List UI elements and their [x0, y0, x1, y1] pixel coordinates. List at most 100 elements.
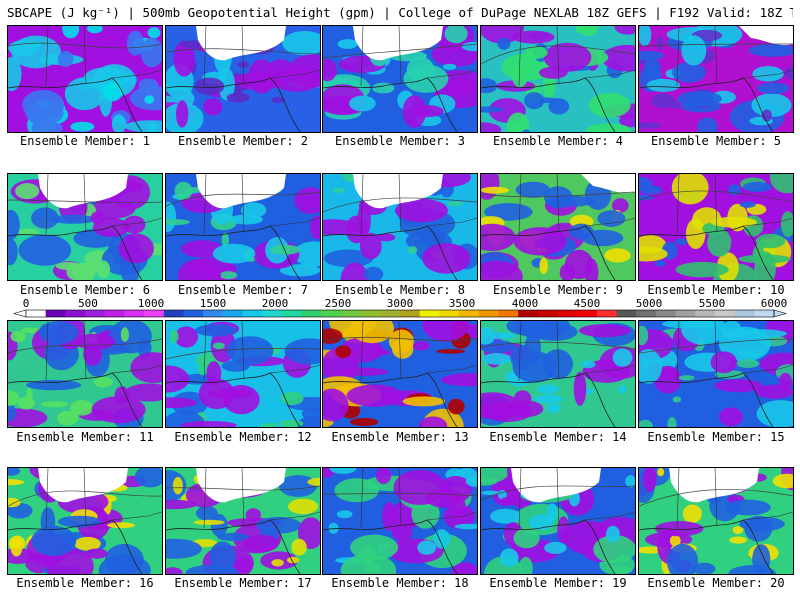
sbcape-map — [7, 467, 163, 575]
colorbar-swatch — [478, 310, 499, 317]
sbcape-map — [322, 467, 478, 575]
colorbar-tick-label: 5000 — [635, 297, 663, 310]
ensemble-panel — [7, 25, 163, 133]
ensemble-panel — [638, 25, 794, 133]
colorbar-swatch — [577, 310, 598, 317]
ensemble-panel — [638, 173, 794, 281]
colorbar-swatch — [380, 310, 401, 317]
ensemble-panel — [480, 320, 636, 428]
ensemble-panel — [322, 173, 478, 281]
ensemble-member-label: Ensemble Member: 2 — [177, 134, 309, 148]
colorbar-tick-label: 3500 — [448, 297, 476, 310]
ensemble-panel — [165, 320, 321, 428]
ensemble-member-label: Ensemble Member: 8 — [334, 283, 466, 297]
sbcape-map — [165, 320, 321, 428]
sbcape-map — [638, 467, 794, 575]
colorbar-swatch — [616, 310, 637, 317]
ensemble-panel — [638, 467, 794, 575]
colorbar-swatch — [518, 310, 539, 317]
colorbar-swatch — [360, 310, 381, 317]
colorbar-swatch — [321, 310, 342, 317]
ensemble-panel — [480, 173, 636, 281]
colorbar-tick-label: 500 — [78, 297, 98, 310]
colorbar-swatch — [557, 310, 578, 317]
ensemble-panel — [7, 467, 163, 575]
ensemble-member-label: Ensemble Member: 10 — [647, 283, 785, 297]
colorbar-swatch — [104, 310, 125, 317]
page-title: SBCAPE (J kg⁻¹) | 500mb Geopotential Hei… — [7, 5, 793, 20]
ensemble-panel — [322, 467, 478, 575]
sbcape-map — [322, 173, 478, 281]
colorbar-swatch — [459, 310, 480, 317]
colorbar-tick-label: 4000 — [511, 297, 539, 310]
sbcape-map — [480, 173, 636, 281]
colorbar-tick-label: 1000 — [137, 297, 165, 310]
colorbar-swatch — [734, 310, 755, 317]
colorbar-swatch — [419, 310, 440, 317]
sbcape-map — [480, 25, 636, 133]
colorbar-tick-label: 4500 — [573, 297, 601, 310]
ensemble-member-label: Ensemble Member: 4 — [492, 134, 624, 148]
ensemble-panel — [7, 320, 163, 428]
ensemble-member-label: Ensemble Member: 17 — [174, 576, 312, 590]
ensemble-member-label: Ensemble Member: 6 — [19, 283, 151, 297]
colorbar-swatch — [242, 310, 263, 317]
sbcape-map — [7, 320, 163, 428]
ensemble-panel — [322, 25, 478, 133]
ensemble-panel — [165, 467, 321, 575]
sbcape-map — [322, 25, 478, 133]
colorbar-swatch — [754, 310, 775, 317]
ensemble-member-label: Ensemble Member: 5 — [650, 134, 782, 148]
ensemble-member-label: Ensemble Member: 1 — [19, 134, 151, 148]
ensemble-panel — [165, 173, 321, 281]
ensemble-member-label: Ensemble Member: 3 — [334, 134, 466, 148]
colorbar-swatch — [262, 310, 283, 317]
ensemble-member-label: Ensemble Member: 16 — [16, 576, 154, 590]
colorbar-swatch — [636, 310, 657, 317]
sbcape-map — [638, 25, 794, 133]
colorbar-swatch — [340, 310, 361, 317]
colorbar-swatch — [163, 310, 184, 317]
ensemble-member-label: Ensemble Member: 19 — [489, 576, 627, 590]
ensemble-panel — [480, 467, 636, 575]
sbcape-colorbar — [12, 309, 788, 318]
sbcape-map — [322, 320, 478, 428]
colorbar-swatch — [144, 310, 165, 317]
ensemble-member-label: Ensemble Member: 20 — [647, 576, 785, 590]
sbcape-map — [638, 320, 794, 428]
colorbar-swatch — [400, 310, 420, 317]
colorbar-swatch — [695, 310, 716, 317]
ensemble-member-label: Ensemble Member: 9 — [492, 283, 624, 297]
sbcape-map — [638, 173, 794, 281]
colorbar-swatch — [183, 310, 204, 317]
colorbar-high-arrow — [773, 309, 788, 318]
colorbar-swatch — [537, 310, 558, 317]
ensemble-member-label: Ensemble Member: 18 — [331, 576, 469, 590]
sbcape-map — [165, 173, 321, 281]
colorbar-swatch — [281, 310, 302, 317]
ensemble-panel — [165, 25, 321, 133]
colorbar-swatch — [301, 310, 322, 317]
ensemble-panel — [7, 173, 163, 281]
colorbar-swatch — [65, 310, 86, 317]
ensemble-member-label: Ensemble Member: 7 — [177, 283, 309, 297]
colorbar-swatch — [675, 310, 696, 317]
ensemble-member-label: Ensemble Member: 13 — [331, 430, 469, 444]
ensemble-member-label: Ensemble Member: 12 — [174, 430, 312, 444]
ensemble-member-label: Ensemble Member: 14 — [489, 430, 627, 444]
ensemble-panel — [322, 320, 478, 428]
colorbar-tick-label: 0 — [22, 297, 30, 310]
colorbar-swatch — [714, 310, 735, 317]
colorbar-swatch — [45, 310, 66, 317]
colorbar-tick-label: 6000 — [760, 297, 788, 310]
sbcape-map — [480, 467, 636, 575]
colorbar-swatch — [596, 310, 617, 317]
ensemble-member-label: Ensemble Member: 15 — [647, 430, 785, 444]
colorbar-swatch — [124, 310, 145, 317]
colorbar-swatch — [85, 310, 106, 317]
colorbar-tick-label: 1500 — [199, 297, 227, 310]
colorbar-tick-label: 3000 — [386, 297, 414, 310]
colorbar-swatch — [439, 310, 460, 317]
ensemble-member-label: Ensemble Member: 11 — [16, 430, 154, 444]
colorbar-tick-label: 2000 — [261, 297, 289, 310]
